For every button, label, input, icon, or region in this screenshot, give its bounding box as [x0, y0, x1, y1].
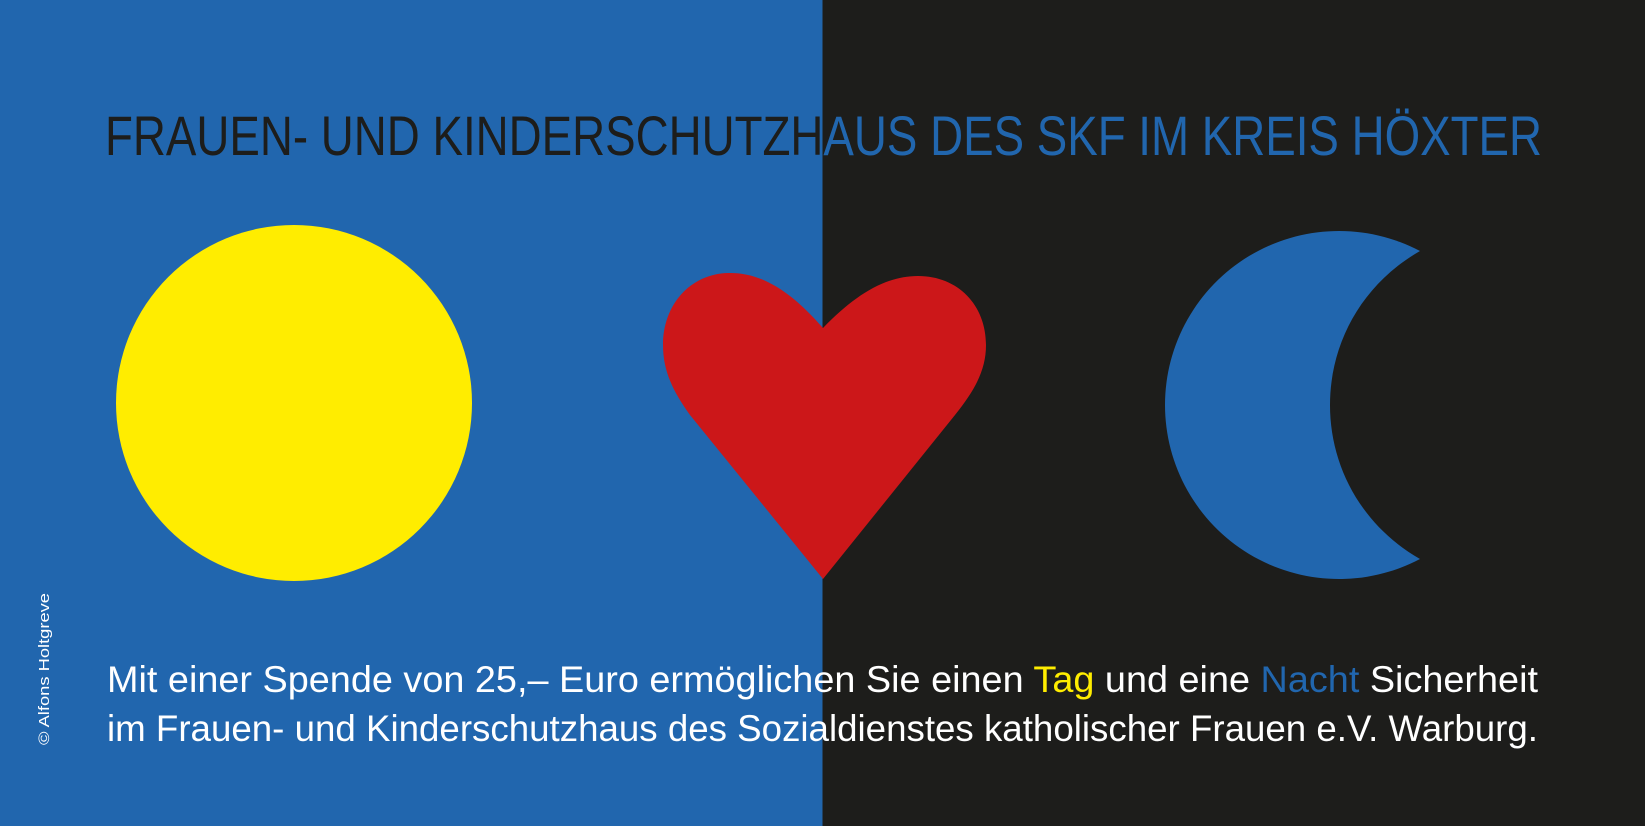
body-line-1: Mit einer Spende von 25,– Euro ermöglich…	[107, 659, 1539, 700]
crescent-moon-icon	[1165, 231, 1420, 579]
photo-credit: © Alfons Holtgreve	[36, 593, 53, 745]
body-line-1-start: Mit einer Spende von 25,– Euro ermöglich…	[107, 659, 1033, 700]
body-line-1-middle: und eine	[1094, 659, 1260, 700]
body-line-2: im Frauen- und Kinderschutzhaus des Sozi…	[107, 708, 1538, 749]
body-line-1-end: Sicherheit	[1359, 659, 1538, 700]
highlight-day: Tag	[1033, 659, 1094, 700]
highlight-night: Nacht	[1261, 659, 1361, 700]
title: FRAUEN- UND KINDERSCHUTZHAUS DES SKF IM …	[105, 104, 1542, 167]
heart-icon	[663, 272, 986, 579]
sun-icon	[116, 225, 472, 581]
